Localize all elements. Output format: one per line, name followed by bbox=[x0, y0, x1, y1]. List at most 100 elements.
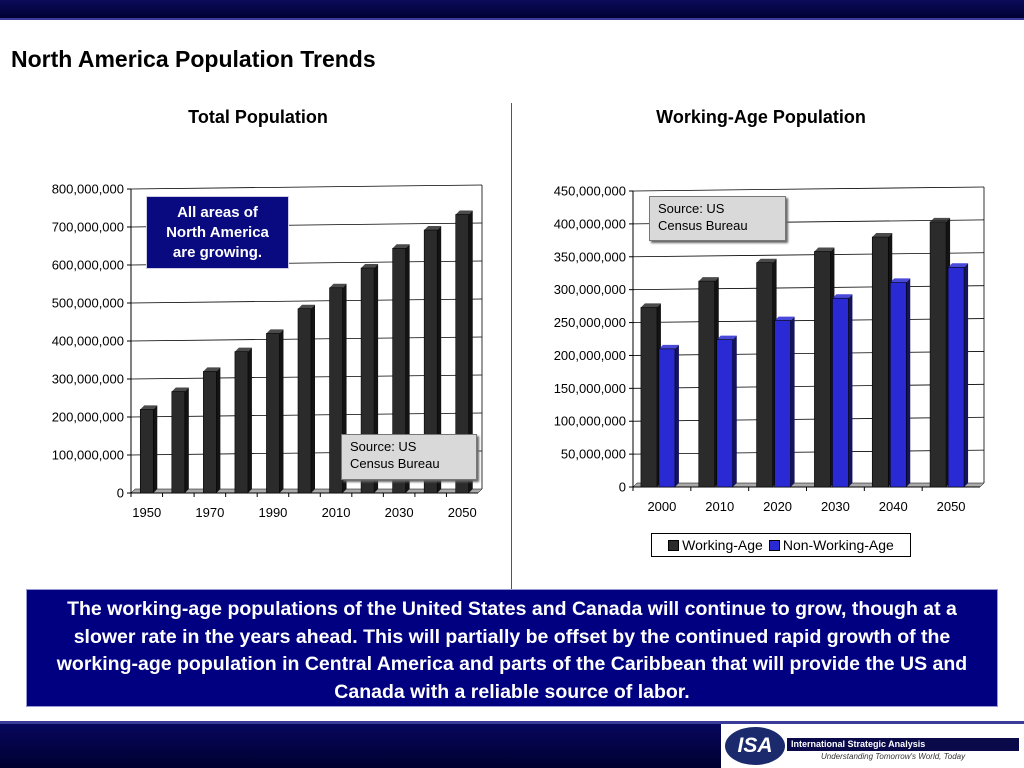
non-working-age-bar-top bbox=[716, 335, 737, 340]
working-x-tick-label: 2010 bbox=[705, 499, 734, 514]
total-y-tick-label: 400,000,000 bbox=[52, 334, 124, 349]
legend-swatch-dark bbox=[668, 539, 680, 551]
working-gridline bbox=[632, 318, 985, 323]
non-working-age-bar-side bbox=[790, 316, 795, 487]
total-bar-side bbox=[153, 405, 158, 493]
non-working-age-bar-side bbox=[732, 335, 737, 487]
total-bar-face bbox=[329, 287, 343, 494]
legend-label: Non-Working-Age bbox=[782, 537, 894, 553]
total-x-tick-label: 2050 bbox=[448, 505, 477, 520]
non-working-age-bar bbox=[947, 263, 969, 488]
non-working-age-bar-face bbox=[889, 282, 907, 488]
chart-title-total: Total Population bbox=[188, 107, 328, 127]
working-age-bar-top bbox=[872, 233, 893, 238]
total-bar bbox=[297, 304, 315, 494]
total-bar-face bbox=[392, 247, 406, 494]
callout-line: All areas of bbox=[177, 204, 258, 221]
chart-title-working-age: Working-Age Population bbox=[656, 107, 866, 127]
total-y-tick-label: 800,000,000 bbox=[52, 182, 124, 197]
slide-title: North America Population Trends bbox=[11, 46, 376, 72]
total-bar bbox=[139, 405, 158, 494]
total-y-tick-label: 200,000,000 bbox=[52, 410, 124, 425]
working-age-bar-face bbox=[929, 221, 947, 488]
non-working-age-bar-face bbox=[832, 297, 849, 488]
working-x-tick-label: 2040 bbox=[879, 499, 908, 514]
total-bar-top bbox=[361, 264, 379, 269]
total-y-tick-label: 300,000,000 bbox=[52, 372, 124, 387]
total-bar-side bbox=[279, 329, 284, 493]
working-y-tick-label: 250,000,000 bbox=[554, 315, 626, 330]
non-working-age-bar bbox=[889, 278, 911, 488]
company-tagline: Understanding Tomorrow's World, Today bbox=[821, 752, 966, 761]
working-age-bar-face bbox=[871, 236, 889, 488]
total-bar-face bbox=[171, 391, 186, 494]
source-line: Source: US bbox=[658, 201, 725, 216]
total-x-tick-label: 2010 bbox=[322, 505, 351, 520]
source-line: Source: US bbox=[350, 439, 417, 454]
callout-box: All areas of North America are growing. bbox=[146, 196, 289, 269]
working-y-tick-label: 100,000,000 bbox=[554, 414, 626, 429]
total-bar-side bbox=[437, 226, 442, 494]
total-bar bbox=[455, 210, 473, 494]
header-bar bbox=[0, 0, 1024, 18]
summary-box: The working-age populations of the Unite… bbox=[26, 589, 998, 707]
non-working-age-bar bbox=[658, 344, 679, 488]
non-working-age-bar-face bbox=[658, 348, 676, 488]
working-gridline bbox=[632, 449, 985, 455]
non-working-age-bar-top bbox=[948, 263, 969, 268]
total-bar bbox=[171, 387, 189, 494]
working-age-bar bbox=[814, 247, 835, 488]
total-bar bbox=[203, 367, 221, 494]
source-note-left: Source: US Census Bureau bbox=[341, 434, 477, 480]
total-bar-top bbox=[424, 226, 442, 231]
working-gridline bbox=[632, 416, 985, 422]
working-y-tick-label: 50,000,000 bbox=[561, 447, 626, 462]
total-y-tick-label: 500,000,000 bbox=[52, 296, 124, 311]
total-bar-face bbox=[423, 229, 438, 494]
total-bar-top bbox=[298, 304, 315, 309]
total-gridline bbox=[130, 298, 483, 304]
total-y-tick-label: 600,000,000 bbox=[52, 258, 124, 273]
non-working-age-bar-top bbox=[890, 278, 911, 283]
total-bar-side bbox=[184, 387, 189, 493]
non-working-age-bar-top bbox=[832, 294, 853, 299]
non-working-age-bar bbox=[774, 316, 795, 488]
isa-logo-icon: ISA bbox=[725, 727, 785, 765]
working-age-bar-top bbox=[814, 247, 835, 252]
working-age-bar-face bbox=[640, 307, 658, 488]
working-age-bar-top bbox=[756, 258, 777, 263]
total-x-tick-label: 2030 bbox=[385, 505, 414, 520]
non-working-age-bar bbox=[716, 335, 737, 488]
total-gridline bbox=[130, 184, 483, 190]
working-age-bar-face bbox=[698, 280, 716, 488]
total-bar-face bbox=[234, 351, 249, 494]
working-gridline bbox=[632, 252, 985, 258]
non-working-age-bar-side bbox=[674, 344, 679, 487]
total-x-tick-label: 1950 bbox=[132, 505, 161, 520]
total-bar-top bbox=[455, 210, 473, 215]
total-bar bbox=[266, 329, 284, 494]
working-x-tick-label: 2030 bbox=[821, 499, 850, 514]
working-age-bar-top bbox=[930, 217, 951, 222]
total-bar-face bbox=[455, 214, 470, 494]
non-working-age-bar-top bbox=[774, 316, 795, 321]
working-y-tick-label: 400,000,000 bbox=[554, 216, 626, 231]
company-logo: ISA International Strategic Analysis Und… bbox=[721, 724, 1024, 768]
legend-label: Working-Age bbox=[682, 537, 763, 553]
working-y-tick-label: 0 bbox=[619, 480, 626, 495]
total-bar-side bbox=[216, 367, 221, 493]
chart-divider bbox=[511, 103, 512, 590]
total-bar-side bbox=[468, 210, 473, 493]
total-x-tick-label: 1990 bbox=[258, 505, 287, 520]
non-working-age-bar-side bbox=[848, 294, 853, 487]
source-line: Census Bureau bbox=[658, 218, 748, 233]
non-working-age-bar-side bbox=[906, 278, 911, 487]
header-rule bbox=[0, 18, 1024, 20]
total-bar bbox=[234, 347, 252, 494]
total-y-tick-label: 700,000,000 bbox=[52, 220, 124, 235]
working-y-tick-label: 300,000,000 bbox=[554, 282, 626, 297]
total-x-tick-label: 1970 bbox=[195, 505, 224, 520]
total-bar-top bbox=[171, 387, 189, 392]
total-bar-face bbox=[203, 371, 217, 494]
total-bar-face bbox=[139, 409, 154, 494]
